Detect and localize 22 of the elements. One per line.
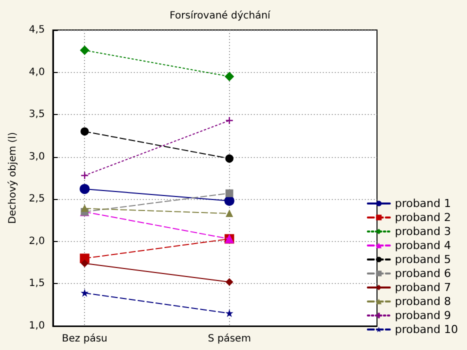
x-tick-label: S pásem	[208, 334, 251, 344]
y-tick-label: 3,5	[28, 109, 45, 120]
y-tick-label: 4,5	[28, 24, 45, 36]
y-tick-label: 1,0	[28, 320, 45, 332]
x-tick-label: Bez pásu	[62, 334, 108, 344]
y-tick-label: 4,0	[28, 66, 45, 78]
legend-label: proband 1	[394, 197, 452, 210]
chart-title: Forsírované dýchání	[170, 10, 272, 22]
legend-label: proband 8	[394, 295, 452, 308]
legend-label: proband 9	[394, 309, 452, 322]
y-tick-label: 1,5	[28, 278, 45, 290]
y-axis-title: Dechový objem (l)	[8, 132, 18, 224]
legend-label: proband 4	[394, 239, 452, 252]
legend-label: proband 2	[394, 211, 452, 224]
legend-label: proband 5	[394, 253, 452, 266]
legend-label: proband 7	[394, 281, 452, 294]
y-tick-label: 2,5	[28, 194, 45, 205]
legend-label: proband 6	[394, 267, 452, 280]
legend-label: proband 3	[394, 225, 452, 238]
legend-label: proband 10	[394, 323, 458, 336]
y-tick-label: 3,0	[28, 151, 45, 162]
y-tick-label: 2,0	[28, 236, 45, 247]
